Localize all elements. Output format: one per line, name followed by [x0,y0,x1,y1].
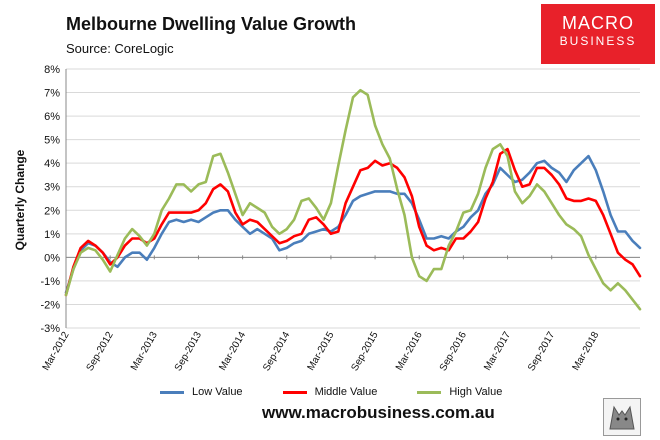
series-line-high-value [64,88,642,311]
logo-line-1: MACRO [562,13,634,33]
y-axis-title: Quarterly Change [13,149,27,250]
legend-item: Middle Value [282,386,378,398]
y-tick-label: 5% [44,135,60,147]
legend: Low Value Middle Value High Value [160,386,502,398]
x-tick-label: Sep-2012 [85,330,116,373]
x-tick-label: Mar-2012 [41,330,72,373]
legend-label: Low Value [192,386,243,398]
x-tick-label: Sep-2016 [438,330,469,373]
y-tick-label: -2% [40,299,60,311]
x-tick-label: Sep-2015 [349,330,380,373]
y-tick-label: 6% [44,111,60,123]
website-url: www.macrobusiness.com.au [262,403,495,422]
x-tick-label: Mar-2014 [217,330,248,373]
y-tick-label: 1% [44,229,60,241]
x-tick-label: Sep-2013 [173,330,204,373]
legend-label: High Value [449,386,503,398]
x-tick-label: Mar-2013 [129,330,160,373]
series-line-low-value [64,154,642,295]
y-tick-label: 7% [44,88,60,100]
legend-swatch [282,390,307,394]
legend-label: Middle Value [314,386,378,398]
x-tick-label: Sep-2014 [261,330,292,373]
y-tick-label: -3% [40,323,60,335]
wolf-logo-icon [603,398,641,436]
macrobusiness-logo: MACRO BUSINESS [541,4,655,64]
chart-title: Melbourne Dwelling Value Growth [66,14,357,34]
legend-item: Low Value [160,386,243,398]
legend-swatch [417,390,442,394]
series-line-middle-value [64,147,642,297]
chart-source: Source: CoreLogic [66,41,174,56]
x-tick-label: Mar-2018 [571,330,602,373]
y-tick-label: -1% [40,276,60,288]
y-tick-label: 3% [44,182,60,194]
legend-item: High Value [417,386,502,398]
y-tick-label: 2% [44,205,60,217]
y-tick-label: 4% [44,158,60,170]
y-tick-label: 8% [44,64,60,76]
x-tick-label: Mar-2017 [482,330,513,373]
x-tick-label: Mar-2015 [306,330,337,373]
logo-line-2: BUSINESS [559,34,637,48]
x-tick-label: Mar-2016 [394,330,425,373]
legend-swatch [160,390,184,394]
y-tick-label: 0% [44,252,60,264]
x-tick-label: Sep-2017 [526,330,557,373]
